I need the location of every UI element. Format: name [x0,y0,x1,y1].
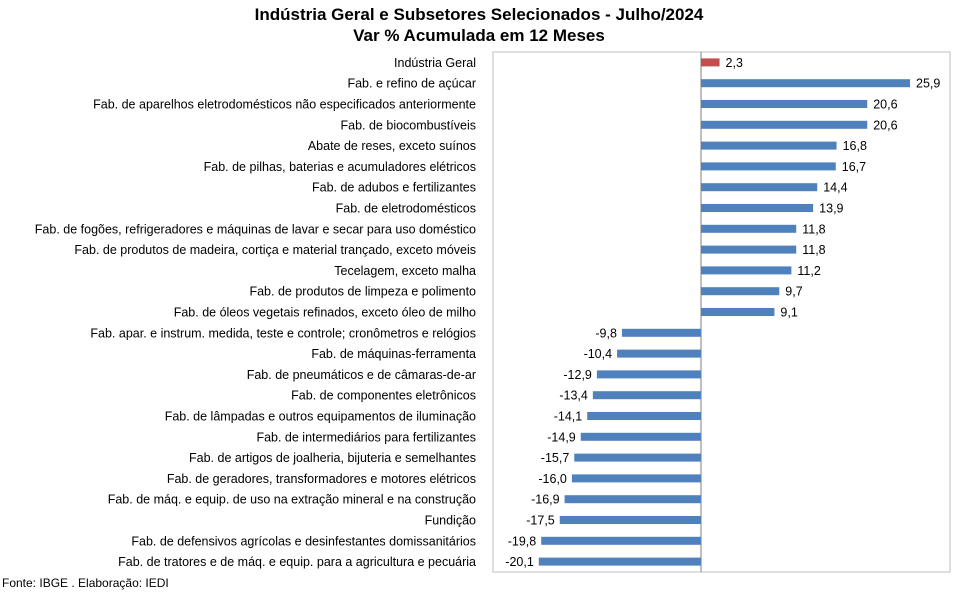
value-label-0: 2,3 [726,56,743,70]
category-label-11: Fab. de produtos de limpeza e polimento [249,285,476,299]
value-label-24: -20,1 [505,555,534,569]
bar-3 [701,120,868,129]
category-label-15: Fab. de pneumáticos e de câmaras-de-ar [247,368,476,382]
category-label-17: Fab. de lâmpadas e outros equipamentos d… [165,410,476,424]
value-label-11: 9,7 [785,285,802,299]
title-line-1: Indústria Geral e Subsetores Selecionado… [254,5,704,24]
bar-14 [617,349,701,358]
bar-5 [701,162,836,171]
category-label-1: Fab. e refino de açúcar [347,77,476,91]
bar-2 [701,100,868,108]
value-label-10: 11,2 [797,264,820,278]
value-label-17: -14,1 [554,410,583,424]
bar-20 [571,474,701,483]
bar-4 [701,141,837,150]
bar-12 [701,308,775,316]
value-label-14: -10,4 [584,347,613,361]
bar-23 [541,536,701,545]
bar-24 [538,557,701,566]
bar-22 [559,516,701,524]
category-label-20: Fab. de geradores, transformadores e mot… [167,472,476,486]
category-label-22: Fundição [425,514,476,528]
bar-9 [701,245,797,254]
value-label-16: -13,4 [559,389,588,403]
value-label-6: 14,4 [823,181,847,195]
value-label-23: -19,8 [508,534,537,548]
value-label-5: 16,7 [842,160,866,174]
bar-19 [574,453,701,462]
category-label-2: Fab. de aparelhos eletrodomésticos não e… [93,98,476,112]
category-label-13: Fab. apar. e instrum. medida, teste e co… [90,326,476,340]
category-label-10: Tecelagem, exceto malha [334,264,476,278]
value-label-4: 16,8 [843,139,867,153]
value-label-7: 13,9 [819,202,843,216]
bar-6 [701,183,818,192]
category-label-0: Indústria Geral [394,56,476,70]
category-label-14: Fab. de máquinas-ferramenta [311,347,476,361]
value-label-15: -12,9 [563,368,592,382]
category-label-7: Fab. de eletrodomésticos [336,202,476,216]
value-label-21: -16,9 [531,493,560,507]
value-label-9: 11,8 [802,243,825,257]
plot-frame [492,51,951,573]
bar-18 [580,432,701,441]
chart-title: Indústria Geral e Subsetores Selecionado… [0,4,958,46]
category-label-5: Fab. de pilhas, baterias e acumuladores … [204,160,476,174]
bar-17 [587,412,701,420]
value-label-20: -16,0 [538,472,567,486]
category-label-21: Fab. de máq. e equip. de uso na extração… [108,493,476,507]
value-label-19: -15,7 [541,451,570,465]
category-label-3: Fab. de biocombustíveis [341,118,477,132]
category-label-18: Fab. de intermediários para fertilizante… [256,430,476,444]
value-label-18: -14,9 [547,430,576,444]
bar-15 [596,370,701,379]
bar-11 [701,287,780,296]
bar-13 [621,328,701,337]
value-label-12: 9,1 [780,306,797,320]
bar-8 [701,224,797,233]
value-label-2: 20,6 [873,98,897,112]
category-label-8: Fab. de fogões, refrigeradores e máquina… [35,222,476,236]
value-label-8: 11,8 [802,222,825,236]
bar-21 [564,495,701,504]
bar-7 [701,204,814,212]
value-label-13: -9,8 [595,326,617,340]
bar-16 [592,391,701,400]
bar-1 [701,79,911,88]
category-label-19: Fab. de artigos de joalheria, bijuteria … [189,451,476,465]
category-label-6: Fab. de adubos e fertilizantes [312,181,476,195]
value-label-3: 20,6 [873,118,897,132]
category-label-23: Fab. de defensivos agrícolas e desinfest… [131,534,476,548]
title-line-2: Var % Acumulada em 12 Meses [353,26,605,45]
value-label-1: 25,9 [916,77,940,91]
bar-10 [701,266,792,275]
category-label-9: Fab. de produtos de madeira, cortiça e m… [74,243,476,257]
category-label-16: Fab. de componentes eletrônicos [291,389,476,403]
value-label-22: -17,5 [526,514,555,528]
category-label-12: Fab. de óleos vegetais refinados, exceto… [174,306,476,320]
bar-0 [701,58,720,67]
category-label-24: Fab. de tratores e de máq. e equip. para… [118,555,476,569]
category-label-4: Abate de reses, exceto suínos [308,139,476,153]
source-note: Fonte: IBGE . Elaboração: IEDI [2,576,169,590]
